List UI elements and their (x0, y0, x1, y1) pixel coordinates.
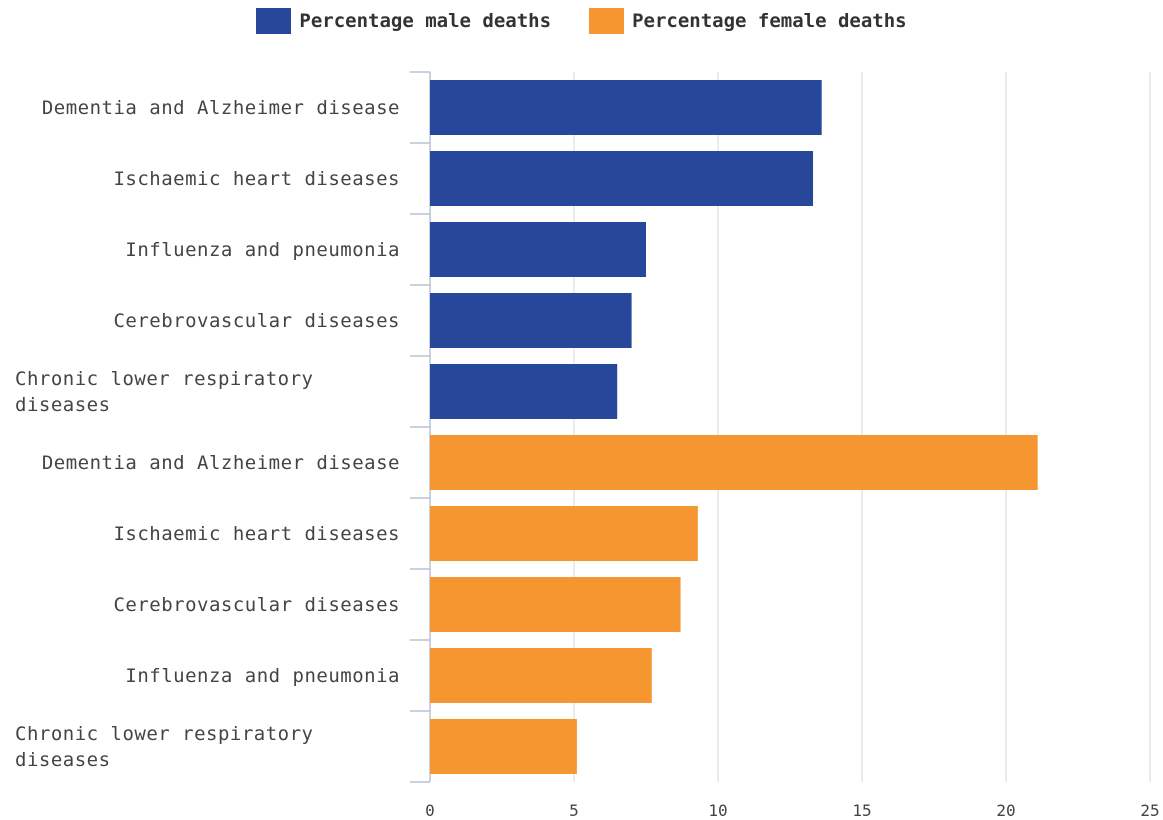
x-tick-label: 10 (708, 801, 727, 820)
x-tick-label: 20 (996, 801, 1015, 820)
legend-swatch (256, 8, 292, 34)
legend-label: Percentage male deaths (299, 10, 552, 32)
y-tick-label: Influenza and pneumonia (125, 238, 400, 261)
x-tick-label: 5 (569, 801, 579, 820)
bar (430, 80, 822, 135)
bar (430, 151, 814, 206)
y-tick-label: Influenza and pneumonia (125, 664, 400, 687)
y-tick-label: Cerebrovascular diseases (113, 309, 400, 332)
bar (430, 577, 681, 632)
x-tick-label: 15 (852, 801, 871, 820)
bar (430, 435, 1038, 490)
y-tick-label: Dementia and Alzheimer disease (41, 96, 400, 119)
bar (430, 222, 646, 277)
y-tick-label: Cerebrovascular diseases (113, 593, 400, 616)
y-tick-label: Ischaemic heart diseases (113, 522, 400, 545)
x-tick-label: 25 (1140, 801, 1159, 820)
bar (430, 364, 618, 419)
bar (430, 293, 632, 348)
bar (430, 506, 698, 561)
x-tick-label: 0 (425, 801, 435, 820)
y-tick-label: Chronic lower respiratory diseases (15, 367, 314, 416)
y-tick-label: Dementia and Alzheimer disease (41, 451, 400, 474)
y-tick-label: Chronic lower respiratory diseases (15, 722, 314, 771)
legend-swatch (589, 8, 625, 34)
legend-item: Percentage male deaths (256, 8, 551, 34)
legend-item: Percentage female deaths (589, 8, 907, 34)
bar (430, 719, 577, 774)
legend: Percentage male deaths Percentage female … (0, 8, 1163, 34)
bar (430, 648, 652, 703)
legend-label: Percentage female deaths (632, 10, 907, 32)
y-tick-label: Ischaemic heart diseases (113, 167, 400, 190)
